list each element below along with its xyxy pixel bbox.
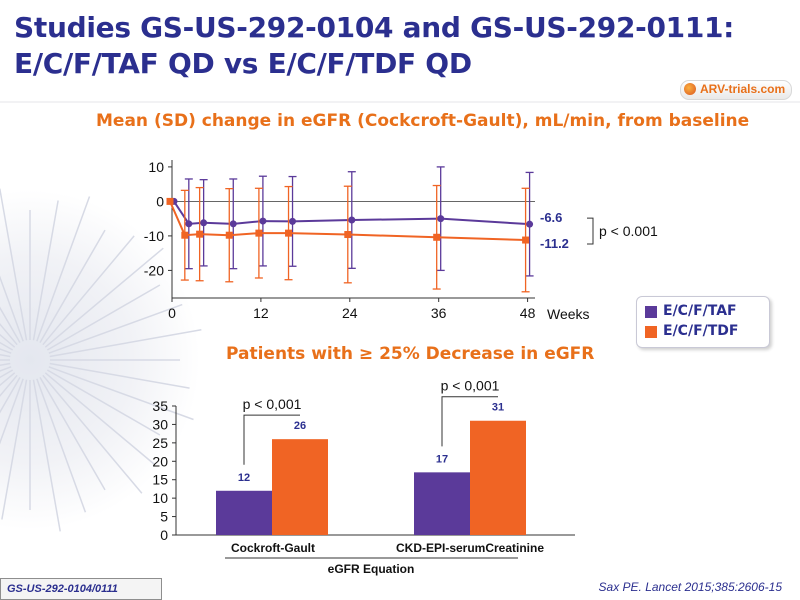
data-point — [255, 229, 263, 237]
bar — [272, 439, 328, 535]
legend: E/C/F/TAF E/C/F/TDF — [636, 296, 770, 348]
bar-value-label: 12 — [238, 472, 250, 484]
data-point — [185, 220, 193, 228]
end-value-label: -11.2 — [540, 236, 569, 251]
p-value-bracket — [441, 396, 498, 447]
legend-label-taf: E/C/F/TAF — [663, 303, 737, 319]
y-tick-label: 15 — [152, 472, 168, 488]
egfr-change-line-chart: 10 0 -10 -20 0 12 24 36 48 Weeks -6.6 -11.2 p < 0.00… — [144, 159, 658, 322]
data-point — [344, 231, 352, 239]
category-label: Cockroft-Gault — [231, 541, 315, 555]
y-tick-label: 10 — [152, 490, 168, 506]
legend-swatch-tdf — [645, 326, 657, 338]
data-point — [289, 217, 297, 225]
legend-label-tdf: E/C/F/TDF — [663, 323, 739, 339]
egfr-decrease-bar-chart: 0 5 10 15 20 25 30 35 12 26 Cockroft-Gault p < 0,00… — [152, 378, 575, 576]
data-point — [166, 197, 174, 205]
y-tick-label: 0 — [160, 527, 168, 543]
data-point — [181, 231, 189, 239]
x-tick-label: 48 — [520, 305, 536, 321]
logo-icon — [684, 83, 696, 95]
category-label: CKD-EPI-serumCreatinine — [396, 541, 544, 555]
bar-group: 12 26 — [216, 420, 328, 535]
study-id-text: GS-US-292-0104/0111 — [7, 583, 118, 595]
study-id-tag: GS-US-292-0104/0111 — [0, 578, 162, 600]
y-tick-label: 25 — [152, 435, 168, 451]
data-point — [348, 216, 356, 224]
x-tick-label: 0 — [168, 305, 176, 321]
data-point — [200, 219, 208, 227]
slide-title: Studies GS-US-292-0104 and GS-US-292-011… — [14, 10, 735, 82]
x-tick-label: 12 — [253, 305, 269, 321]
y-tick-label: 5 — [160, 509, 168, 525]
y-tick-label: 0 — [156, 193, 164, 209]
y-tick-label: -10 — [144, 228, 164, 244]
p-value-bracket — [587, 217, 594, 245]
series-tdf — [166, 184, 530, 293]
bar — [216, 490, 272, 535]
data-point — [196, 230, 204, 238]
line-chart-title: Mean (SD) change in eGFR (Cockcroft-Gaul… — [96, 111, 750, 131]
y-tick-label: 30 — [152, 416, 168, 432]
data-point — [259, 217, 267, 225]
p-value-label: p < 0,001 — [441, 378, 500, 394]
title-line-2: E/C/F/TAF QD vs E/C/F/TDF QD — [14, 47, 472, 80]
x-tick-label: 24 — [342, 305, 358, 321]
p-value-bracket — [243, 414, 300, 465]
arv-trials-logo: ARV-trials.com — [680, 80, 792, 100]
bar — [470, 420, 526, 535]
p-value-label: p < 0.001 — [599, 223, 658, 239]
bar — [414, 472, 470, 535]
x-axis-label: Weeks — [547, 306, 590, 322]
logo-text: ARV-trials.com — [700, 82, 786, 96]
data-point — [285, 229, 293, 237]
data-point — [229, 220, 237, 228]
x-axis-label: eGFR Equation — [328, 562, 415, 576]
data-point — [522, 236, 530, 244]
citation: Sax PE. Lancet 2015;385:2606-15 — [598, 580, 782, 594]
bar-value-label: 31 — [492, 402, 504, 414]
bar-value-label: 17 — [436, 453, 448, 465]
y-tick-label: 20 — [152, 453, 168, 469]
data-point — [225, 231, 233, 239]
end-value-label: -6.6 — [540, 210, 562, 225]
bar-chart-title: Patients with ≥ 25% Decrease in eGFR — [226, 344, 595, 364]
x-tick-label: 36 — [431, 305, 447, 321]
y-tick-label: 35 — [152, 398, 168, 414]
data-point — [526, 220, 534, 228]
y-tick-label: 10 — [148, 159, 164, 175]
data-point — [433, 233, 441, 241]
bar-value-label: 26 — [294, 420, 306, 432]
y-tick-label: -20 — [144, 262, 164, 278]
series-taf — [170, 166, 534, 277]
title-line-1: Studies GS-US-292-0104 and GS-US-292-011… — [14, 11, 735, 44]
p-value-label: p < 0,001 — [243, 396, 302, 412]
legend-swatch-taf — [645, 306, 657, 318]
data-point — [437, 215, 445, 223]
